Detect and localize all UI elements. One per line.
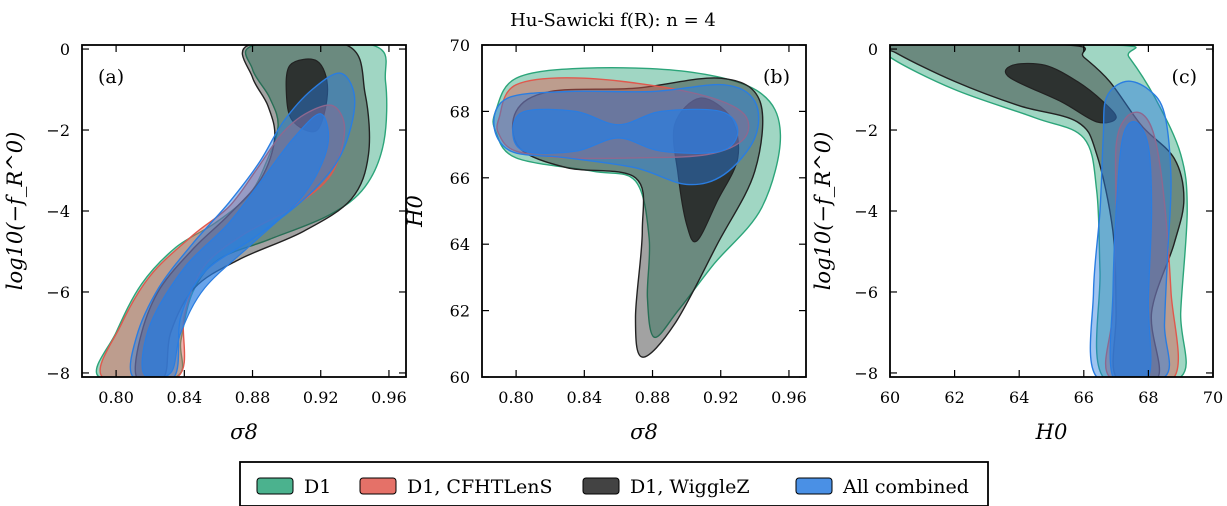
x-tick-label: 0.84: [567, 388, 603, 407]
legend-swatch-all-combined: [795, 477, 833, 495]
y-tick-label: 60: [450, 368, 470, 387]
y-tick-label: 0: [868, 40, 878, 59]
x-tick-label: 0.92: [703, 388, 739, 407]
x-tick-label: 62: [944, 388, 964, 407]
legend-label-d1-cfhtlens: D1, CFHTLenS: [407, 476, 552, 498]
panel-label: (b): [763, 66, 790, 88]
panel-label: (c): [1172, 66, 1197, 88]
x-tick-label: 0.88: [235, 388, 271, 407]
y-tick-label: −2: [46, 121, 70, 140]
x-tick-label: 0.88: [635, 388, 671, 407]
y-tick-label: 68: [450, 102, 470, 121]
legend: D1 D1, CFHTLenS D1, WiggleZ All combined: [239, 461, 989, 506]
plot-area: [95, 45, 388, 377]
legend-label-d1: D1: [304, 476, 331, 498]
y-tick-label: −4: [46, 202, 70, 221]
y-tick-label: −2: [854, 121, 878, 140]
panel-label: (a): [98, 66, 124, 88]
y-tick-label: −6: [46, 283, 70, 302]
y-tick-label: −6: [854, 283, 878, 302]
x-tick-label: 66: [1074, 388, 1094, 407]
plot-frame: [481, 44, 807, 378]
y-tick-label: 62: [450, 302, 470, 321]
contour-68-all-combined: [512, 108, 739, 154]
panel-b: 0.80 0.84 0.88 0.92 0.96 60 62 64 66 68 70 (b) σ8 H0: [403, 36, 807, 444]
y-axis-label: H0: [403, 195, 427, 228]
x-tick-label: 0.96: [771, 388, 807, 407]
contour-68-d1-wigglez: [1004, 62, 1117, 124]
x-tick-label: 68: [1138, 388, 1158, 407]
legend-swatch-d1-cfhtlens: [359, 477, 397, 495]
y-tick-label: 66: [450, 169, 470, 188]
legend-swatch-d1-wigglez: [582, 477, 620, 495]
y-tick-label: 70: [450, 36, 470, 55]
y-tick-label: −8: [854, 364, 878, 383]
y-tick-label: −4: [854, 202, 878, 221]
legend-swatch-d1: [256, 477, 294, 495]
x-tick-label: 0.96: [371, 388, 407, 407]
x-tick-label: 0.80: [498, 388, 534, 407]
figure-title: Hu-Sawicki f(R): n = 4: [510, 10, 716, 31]
x-tick-label: 0.84: [167, 388, 203, 407]
x-tick-label: 70: [1203, 388, 1223, 407]
x-axis-label: σ8: [230, 420, 258, 444]
panel-a: 0.80 0.84 0.88 0.92 0.96 0 −2 −4 −6 −8 (a) σ8 log10(…: [3, 40, 407, 444]
x-axis-label: H0: [1035, 420, 1068, 444]
contour-68-all-combined: [141, 113, 330, 377]
y-tick-label: 64: [450, 235, 470, 254]
y-axis-label: log10(−f_R^0): [811, 132, 835, 291]
panel-c: 60 62 64 66 68 70 0 −2 −4 −6 −8 (c) H0 log10(−f_R^0): [811, 40, 1223, 444]
y-tick-label: 0: [60, 40, 70, 59]
legend-label-d1-wigglez: D1, WiggleZ: [630, 476, 750, 498]
plot-area: [890, 45, 1188, 377]
x-tick-label: 0.92: [303, 388, 339, 407]
y-axis-label: log10(−f_R^0): [3, 132, 27, 291]
x-tick-label: 0.80: [98, 388, 134, 407]
plot-area: [492, 67, 782, 358]
x-tick-label: 64: [1009, 388, 1029, 407]
x-axis-label: σ8: [630, 420, 658, 444]
legend-label-all-combined: All combined: [842, 476, 969, 498]
contour-68-all-combined: [1109, 121, 1153, 377]
x-tick-label: 60: [880, 388, 900, 407]
y-tick-label: −8: [46, 364, 70, 383]
